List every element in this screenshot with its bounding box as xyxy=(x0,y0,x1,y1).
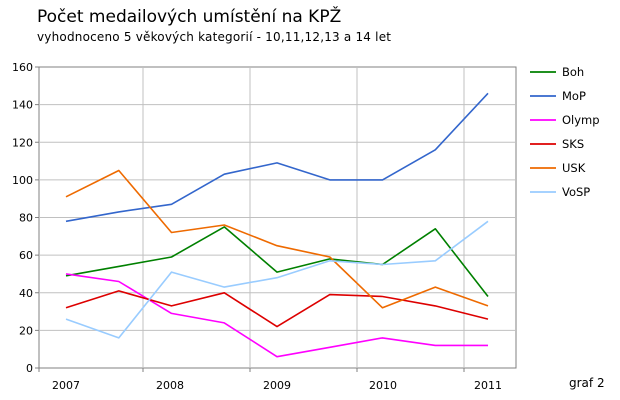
x-tick-label: 2008 xyxy=(156,379,184,392)
x-tick-label: 2010 xyxy=(369,379,397,392)
series-line-sks xyxy=(65,290,489,328)
chart-note: graf 2 xyxy=(569,376,605,390)
y-tick-label: 80 xyxy=(19,212,33,225)
y-tick-label: 0 xyxy=(26,362,33,375)
y-tick-label: 20 xyxy=(19,324,33,337)
y-tick-label: 120 xyxy=(12,136,33,149)
x-tick-label: 2011 xyxy=(474,379,502,392)
series-line-boh xyxy=(65,226,489,297)
chart-subtitle: vyhodnoceno 5 věkových kategorií - 10,11… xyxy=(37,30,392,44)
x-tick-label: 2007 xyxy=(52,379,80,392)
legend-label-usk: USK xyxy=(562,161,586,175)
gridlines xyxy=(39,67,516,368)
series-line-vosp xyxy=(65,220,489,339)
y-axis-ticks: 0 20 40 60 80 100 120 140 160 xyxy=(12,61,39,375)
y-tick-label: 40 xyxy=(19,287,33,300)
series-lines xyxy=(65,92,489,358)
y-tick-label: 100 xyxy=(12,174,33,187)
x-axis-ticks: 2007 2008 2009 2010 2011 xyxy=(38,368,502,392)
y-tick-label: 160 xyxy=(12,61,33,74)
y-tick-label: 60 xyxy=(19,249,33,262)
chart-title: Počet medailových umístění na KPŽ xyxy=(37,7,342,27)
x-tick-label: 2009 xyxy=(263,379,291,392)
legend-label-mop: MoP xyxy=(562,89,586,103)
legend-label-sks: SKS xyxy=(562,137,584,151)
legend-label-boh: Boh xyxy=(562,65,584,79)
series-line-olymp xyxy=(65,273,488,358)
legend: Boh MoP Olymp SKS USK VoSP xyxy=(530,65,600,199)
series-line-usk xyxy=(65,169,489,309)
legend-label-olymp: Olymp xyxy=(562,113,600,127)
series-line-mop xyxy=(65,92,489,223)
legend-label-vosp: VoSP xyxy=(562,185,590,199)
y-tick-label: 140 xyxy=(12,99,33,112)
